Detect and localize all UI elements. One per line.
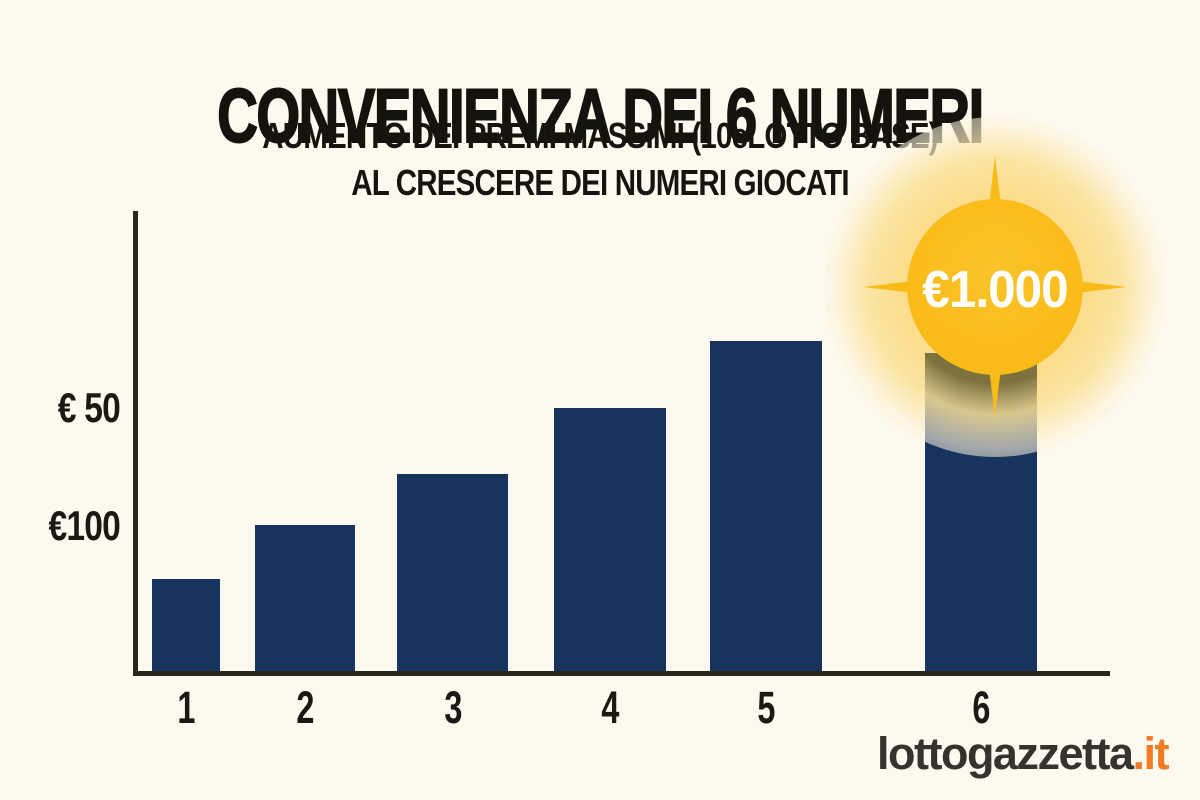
- max-prize-value: €1.000: [922, 261, 1068, 319]
- x-tick-label-4: 4: [601, 682, 619, 733]
- x-axis-line: [133, 671, 1110, 676]
- x-tick-label-3: 3: [443, 682, 462, 733]
- watermark: lottogazzetta.it: [877, 728, 1170, 780]
- chart-subtitle-line2: AL CRESCERE DEI NUMERI GIOCATI: [351, 162, 849, 203]
- bar-4: [554, 408, 666, 671]
- watermark-tld: .it: [1132, 728, 1170, 779]
- bar-3: [397, 474, 508, 671]
- x-tick-label-6: 6: [972, 682, 990, 733]
- y-tick-label-0: € 50: [57, 384, 121, 431]
- y-axis-line: [133, 211, 138, 676]
- x-tick-label-5: 5: [757, 682, 775, 733]
- chart-subtitle-line1: AUMENTO DEI PREMI MASSIMI (10eLOTTO BASE…: [262, 115, 938, 156]
- watermark-name: lottogazzetta: [877, 728, 1134, 779]
- max-prize-badge: €1.000: [863, 156, 1127, 418]
- x-tick-label-2: 2: [296, 682, 314, 733]
- bar-1: [152, 579, 220, 671]
- y-tick-label-1: €100: [48, 502, 121, 549]
- bar-5: [710, 341, 822, 671]
- x-tick-label-1: 1: [177, 682, 195, 733]
- bar-2: [255, 525, 355, 671]
